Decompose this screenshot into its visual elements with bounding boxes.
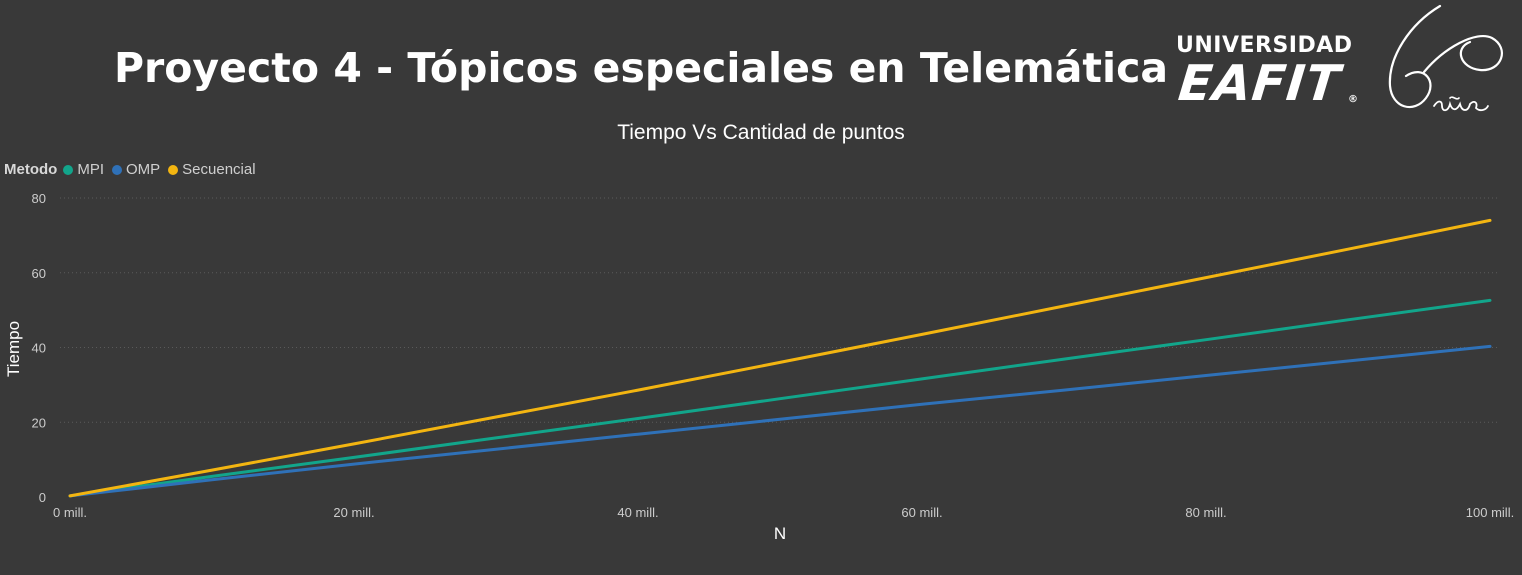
y-axis-label: Tiempo bbox=[4, 321, 23, 377]
x-axis-label: N bbox=[774, 524, 786, 543]
legend-item-secuencial[interactable]: Secuencial bbox=[168, 161, 256, 178]
y-tick-label: 20 bbox=[32, 415, 46, 430]
chart-legend: Metodo MPI OMP Secuencial bbox=[4, 161, 264, 178]
legend-title: Metodo bbox=[4, 161, 58, 178]
series-lines bbox=[68, 218, 1492, 498]
series-line-omp[interactable] bbox=[68, 344, 1492, 498]
legend-label-secuencial: Secuencial bbox=[182, 161, 256, 178]
legend-dot-omp bbox=[112, 164, 122, 175]
registered-mark: ® bbox=[1348, 94, 1358, 105]
y-tick-label: 60 bbox=[32, 266, 46, 281]
legend-dot-secuencial bbox=[168, 164, 179, 175]
series-line-secuencial[interactable] bbox=[68, 218, 1492, 498]
legend-label-omp: OMP bbox=[126, 161, 161, 178]
eafit-logo: UNIVERSIDAD EAFIT ® bbox=[1176, 33, 1360, 113]
y-tick-label: 40 bbox=[32, 341, 46, 356]
y-tick-label: 80 bbox=[32, 191, 46, 206]
legend-item-mpi[interactable]: MPI bbox=[63, 161, 104, 178]
series-line-mpi[interactable] bbox=[68, 298, 1492, 498]
x-tick-label: 100 mill. bbox=[1466, 505, 1514, 520]
legend-label-mpi: MPI bbox=[77, 161, 104, 178]
y-tick-label: 0 bbox=[39, 490, 46, 505]
x-tick-label: 0 mill. bbox=[53, 505, 87, 520]
x-tick-label: 40 mill. bbox=[617, 505, 658, 520]
chart-title: Tiempo Vs Cantidad de puntos bbox=[617, 121, 905, 144]
x-tick-label: 60 mill. bbox=[901, 505, 942, 520]
eafit-logo-line1: UNIVERSIDAD bbox=[1176, 33, 1353, 58]
sixty-years-logo bbox=[1388, 4, 1503, 112]
x-tick-label: 20 mill. bbox=[333, 505, 374, 520]
gridlines bbox=[60, 197, 1500, 423]
x-tick-label: 80 mill. bbox=[1185, 505, 1226, 520]
y-axis-ticks: 0 20 40 60 80 bbox=[32, 191, 46, 505]
x-axis-ticks: 0 mill. 20 mill. 40 mill. 60 mill. 80 mill. 1… bbox=[53, 505, 1514, 520]
page-title: Proyecto 4 - Tópicos especiales en Telem… bbox=[114, 44, 1169, 92]
legend-item-omp[interactable]: OMP bbox=[112, 161, 160, 178]
legend-dot-mpi bbox=[63, 164, 74, 175]
